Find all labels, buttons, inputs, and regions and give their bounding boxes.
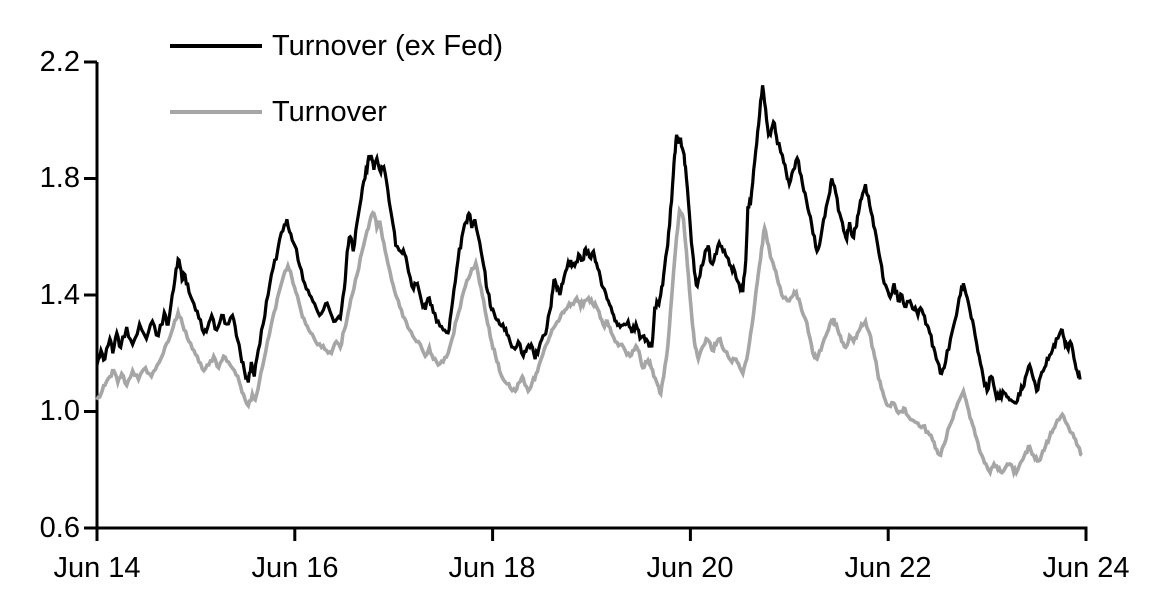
legend-label-turnover-ex-fed: Turnover (ex Fed)	[272, 30, 503, 62]
y-axis-tick-label: 1.0	[39, 395, 80, 427]
legend-label-turnover: Turnover	[272, 96, 387, 128]
legend-line-turnover	[170, 110, 262, 114]
x-axis-tick-label: Jun 14	[53, 552, 141, 584]
legend-line-turnover-ex-fed	[170, 44, 262, 48]
x-axis-tick-label: Jun 18	[448, 552, 536, 584]
x-axis-tick-label: Jun 20	[646, 552, 734, 584]
x-axis-tick-label: Jun 24	[1042, 552, 1130, 584]
y-axis-tick-label: 1.4	[39, 279, 80, 311]
series-line-turnover	[95, 204, 1083, 479]
y-axis-tick-label: 2.2	[39, 46, 80, 78]
x-axis-tick-label: Jun 16	[251, 552, 339, 584]
series-line-turnover-ex-fed	[95, 85, 1082, 405]
x-axis-tick-label: Jun 22	[844, 552, 932, 584]
y-axis-tick-label: 1.8	[39, 162, 80, 194]
y-axis-tick-label: 0.6	[39, 512, 80, 544]
